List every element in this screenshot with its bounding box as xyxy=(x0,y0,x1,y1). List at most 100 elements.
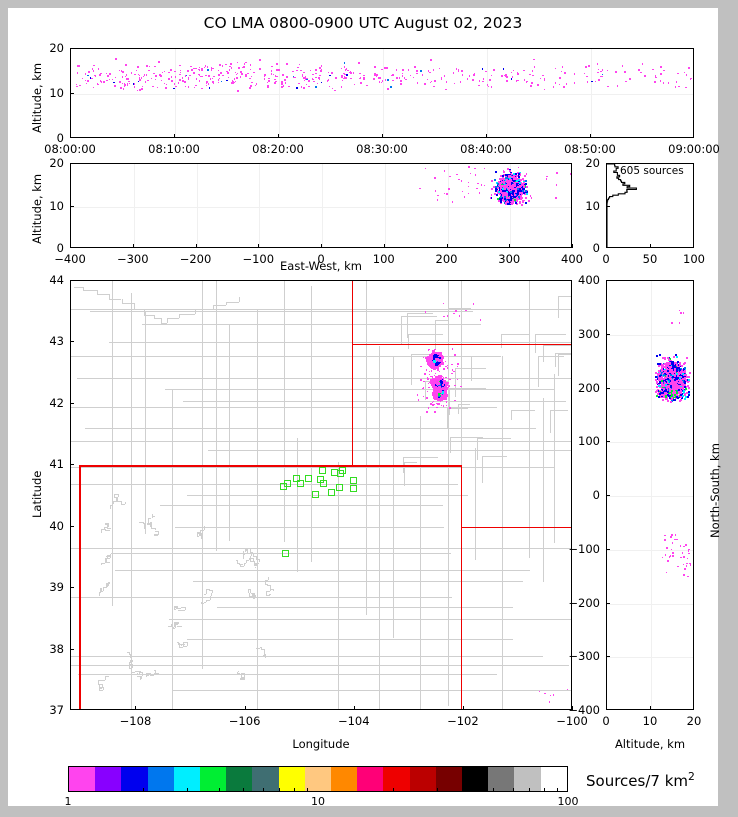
panel-northsouth-height[interactable] xyxy=(606,280,694,710)
source-pixel xyxy=(680,382,683,385)
source-pixel xyxy=(499,182,502,184)
source-point xyxy=(440,378,442,381)
county-border xyxy=(200,530,204,532)
source-point xyxy=(163,70,166,73)
source-point xyxy=(153,72,156,75)
source-point xyxy=(137,73,140,76)
source-point xyxy=(655,76,657,79)
source-point xyxy=(674,86,677,88)
county-border xyxy=(446,407,448,429)
source-pixel xyxy=(511,202,514,205)
county-border xyxy=(264,649,266,654)
county-border xyxy=(179,314,181,319)
source-point xyxy=(179,79,181,81)
source-point xyxy=(443,170,446,172)
source-point xyxy=(376,74,378,76)
source-point xyxy=(353,83,355,85)
source-point xyxy=(538,690,541,692)
source-point xyxy=(347,69,349,72)
county-border xyxy=(200,530,202,535)
source-pixel xyxy=(509,186,511,189)
county-border xyxy=(173,628,175,629)
source-pixel xyxy=(512,189,515,192)
source-point xyxy=(282,74,284,76)
source-point xyxy=(478,84,480,87)
source-pixel xyxy=(437,388,440,392)
source-point xyxy=(109,73,111,75)
county-border xyxy=(144,309,145,315)
county-border xyxy=(181,607,186,609)
source-point xyxy=(591,80,593,82)
lma-station-marker xyxy=(336,483,343,491)
county-border xyxy=(102,586,108,588)
source-point xyxy=(531,70,534,72)
source-point xyxy=(438,370,440,373)
source-point xyxy=(198,69,201,71)
source-point xyxy=(137,80,140,83)
county-border xyxy=(457,404,459,415)
source-point xyxy=(334,89,336,92)
tick-label: 44 xyxy=(49,273,64,287)
source-pixel xyxy=(502,181,505,184)
source-point xyxy=(429,365,431,367)
county-border xyxy=(239,562,241,564)
source-point xyxy=(308,80,310,82)
source-point xyxy=(360,81,362,84)
source-point xyxy=(384,79,387,81)
county-border xyxy=(115,569,531,571)
source-pixel xyxy=(672,367,675,370)
source-point xyxy=(132,83,135,85)
county-border xyxy=(259,646,261,648)
county-border xyxy=(111,281,113,607)
source-point xyxy=(293,76,295,79)
source-point xyxy=(231,82,233,84)
county-border xyxy=(129,664,132,666)
source-point xyxy=(115,58,117,60)
panel-eastwest-height[interactable] xyxy=(70,163,572,248)
source-point xyxy=(548,701,550,703)
county-border xyxy=(266,590,268,595)
county-border xyxy=(256,648,260,650)
source-pixel xyxy=(495,187,498,190)
source-point xyxy=(457,70,460,72)
source-point xyxy=(433,85,435,88)
source-pixel xyxy=(680,377,683,380)
tick-label: −100 xyxy=(556,714,588,728)
source-pixel xyxy=(683,384,686,387)
source-point xyxy=(558,83,561,86)
source-pixel xyxy=(503,173,505,176)
county-border xyxy=(253,598,256,600)
source-point xyxy=(276,63,278,65)
source-point xyxy=(341,79,344,81)
source-point xyxy=(445,376,447,379)
source-pixel xyxy=(515,185,518,188)
county-border xyxy=(249,560,254,562)
source-pixel xyxy=(656,382,659,385)
county-border xyxy=(213,305,214,310)
county-border xyxy=(239,296,241,302)
source-point xyxy=(523,199,525,202)
source-point xyxy=(449,378,451,381)
source-point xyxy=(245,75,247,78)
source-pixel xyxy=(440,380,443,384)
source-point xyxy=(79,84,81,87)
source-point xyxy=(125,78,128,80)
county-border xyxy=(147,517,152,519)
source-point xyxy=(430,370,433,372)
source-pixel xyxy=(525,179,528,182)
source-pixel xyxy=(506,176,509,179)
county-border xyxy=(253,565,256,567)
panel-altitude-histogram[interactable] xyxy=(606,163,694,248)
source-point xyxy=(229,65,231,67)
panel-time-height[interactable] xyxy=(70,48,694,138)
source-point xyxy=(489,79,491,81)
source-point xyxy=(99,74,101,76)
panel-map[interactable] xyxy=(70,280,572,710)
source-pixel xyxy=(498,183,501,186)
source-pixel xyxy=(506,197,509,200)
source-pixel xyxy=(503,189,506,192)
source-point xyxy=(429,81,432,84)
source-point xyxy=(459,81,462,83)
county-border xyxy=(255,562,260,564)
county-border xyxy=(117,494,119,498)
